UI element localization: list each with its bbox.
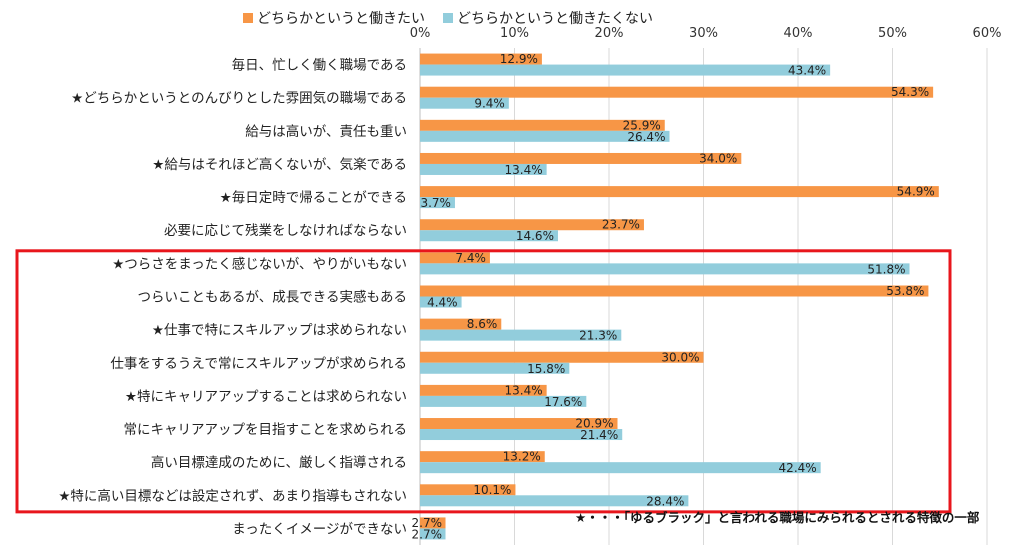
x-tick-label: 50% [878,26,907,41]
legend-label-series2: どちらかというと働きたくない [457,11,653,27]
data-label-series1: 53.8% [886,284,924,298]
category-label: 給与は高いが、責任も重い [245,123,407,140]
x-tick-label: 10% [500,26,529,41]
data-label-series1: 12.9% [500,52,538,66]
category-label: ★仕事で特にスキルアップは求められない [152,323,407,339]
bar-series1 [420,285,929,297]
legend-item-series1: どちらかというと働きたい [243,8,425,28]
category-label: ★特にキャリアアップすることは求められない [125,389,407,405]
data-label-series1: 8.6% [467,317,498,331]
category-label: ★どちらかというとのんびりとした雰囲気の職場である [71,91,407,107]
category-label: 仕事をするうえで常にスキルアップが求められる [110,356,407,372]
bar-series2 [420,197,455,209]
bar-series2 [420,329,622,341]
bar-series1 [420,384,547,396]
x-tick-label: 0% [410,26,431,41]
legend-swatch-orange [243,13,253,23]
data-label-series1: 20.9% [575,417,613,431]
bar-series1 [420,53,542,65]
data-label-series2: 43.4% [788,64,826,78]
data-label-series2: 21.3% [579,329,617,343]
bar-series2 [420,429,623,441]
footnote: ★・・・「ゆるブラック」と言われる職場にみられるとされる特徴の一部 [575,510,980,525]
data-label-series2: 15.8% [527,362,565,376]
data-label-series2: 14.6% [516,229,554,243]
data-label-series2: 2.7% [412,527,443,541]
bar-series1 [420,318,502,330]
bar-series2 [420,130,670,142]
data-label-series1: 10.1% [473,483,511,497]
bar-series1 [420,484,516,496]
bar-series1 [420,418,618,430]
category-label: ★給与はそれほど高くないが、気楽である [152,156,407,173]
data-label-series1: 2.7% [412,516,443,530]
bar-series1 [420,152,742,164]
highlight-box [15,249,952,514]
bar-series2 [420,495,689,507]
bar-series1 [420,451,545,463]
bar-series1 [420,219,644,231]
data-label-series2: 13.4% [505,163,543,177]
bar-series1 [420,351,704,363]
data-label-series2: 26.4% [627,130,665,144]
data-label-series2: 28.4% [646,494,684,508]
x-tick-label: 20% [595,26,624,41]
category-label: つらいこともあるが、成長できる実感もある [138,289,407,306]
bar-series2 [420,263,910,275]
category-label: 高い目標達成のために、厳しく指導される [151,454,407,471]
data-label-series1: 13.2% [503,450,541,464]
bar-series2 [420,362,570,374]
x-tick-label: 30% [689,26,718,41]
bar-series2 [420,97,509,109]
data-label-series2: 17.6% [544,395,582,409]
bar-series1 [420,86,934,98]
data-label-series1: 7.4% [455,251,486,265]
data-label-series2: 21.4% [580,428,618,442]
data-label-series1: 13.4% [505,383,543,397]
legend-label-series1: どちらかというと働きたい [257,11,425,27]
bar-series2 [420,64,831,76]
category-label: 毎日、忙しく働く職場である [232,58,407,74]
bar-series2 [420,230,558,242]
data-label-series1: 25.9% [623,118,661,132]
category-label: ★つらさをまったく感じないが、やりがいもない [112,255,407,272]
x-tick-label: 60% [973,26,1002,41]
data-label-series1: 34.0% [699,151,737,165]
legend-swatch-blue [443,13,453,23]
bar-series1 [420,186,939,198]
x-tick-label: 40% [784,26,813,41]
category-label: まったくイメージができない [232,521,407,537]
category-label: 必要に応じて残業をしなければならない [164,223,407,239]
category-label: ★特に高い目標などは設定されず、あまり指導もされない [58,487,407,504]
legend-item-series2: どちらかというと働きたくない [443,8,653,28]
bar-series2 [420,163,547,175]
data-label-series2: 4.4% [427,296,458,310]
bar-series1 [420,119,665,131]
category-label: 常にキャリアアップを目指すことを求められる [124,422,408,438]
bar-series2 [420,296,462,308]
bar-series1 [420,517,446,529]
data-label-series1: 54.9% [897,185,935,199]
data-label-series2: 42.4% [779,461,817,475]
data-label-series1: 54.3% [891,85,929,99]
bar-series2 [420,462,821,474]
data-label-series2: 9.4% [474,97,505,111]
data-label-series1: 23.7% [602,218,640,232]
category-label: ★毎日定時で帰ることができる [220,189,407,206]
data-label-series1: 30.0% [661,350,699,364]
data-label-series2: 3.7% [420,196,451,210]
bar-series2 [420,395,587,407]
data-label-series2: 51.8% [867,262,905,276]
bar-series1 [420,252,490,264]
bar-series2 [420,528,446,540]
legend: どちらかというと働きたい どちらかというと働きたくない [243,8,653,28]
